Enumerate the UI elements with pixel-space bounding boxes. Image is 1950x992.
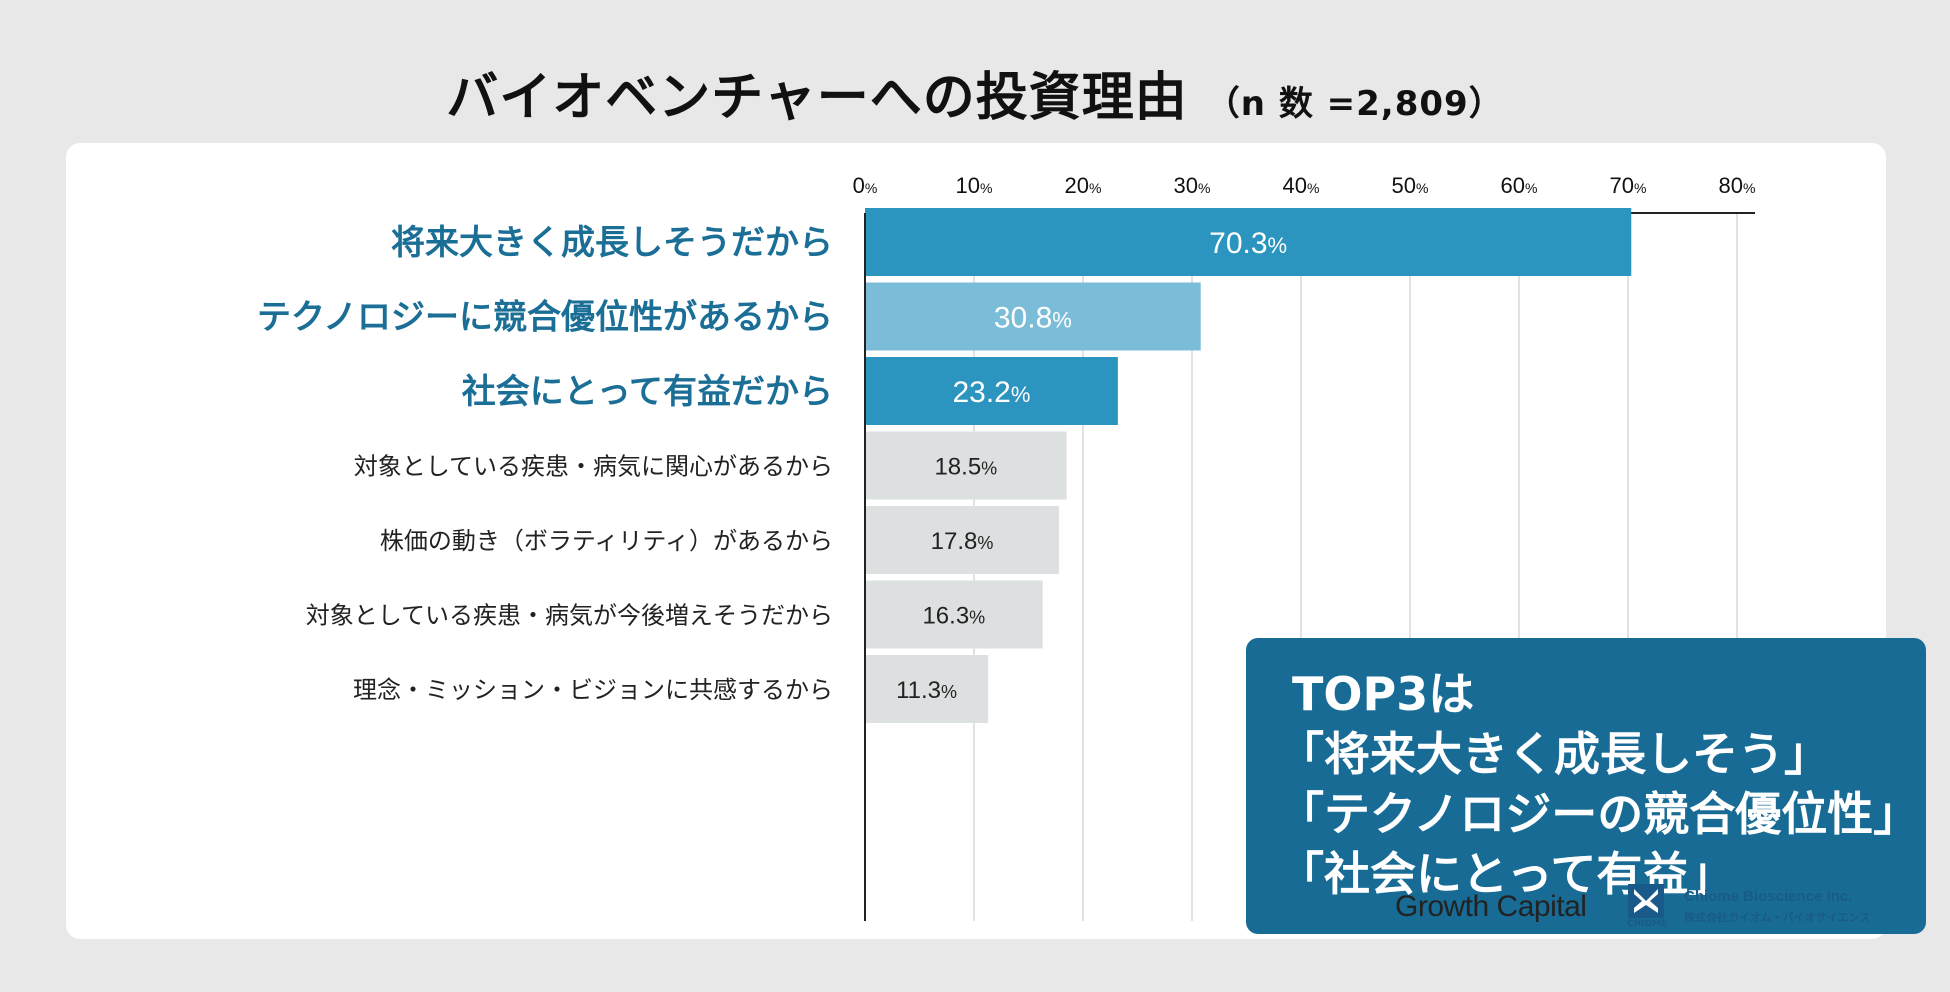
category-label-7: 理念・ミッション・ビジョンに共感するから — [353, 676, 833, 704]
growth-capital-logo: Growth Capital — [1395, 890, 1587, 923]
callout-line-1: 「将来大きく成長しそう」 — [1278, 727, 1830, 781]
tick-label-30: 30% — [1174, 173, 1211, 198]
chart-panel: 0% 10% 20% 30% 40% 50% 60% 70% 80% 70.3% 将来大きく成長しそ… — [66, 143, 1926, 939]
value-label-3: 23.2% — [952, 376, 1030, 409]
bar-4 — [865, 431, 1067, 500]
category-label-5: 株価の動き（ボラティリティ）があるから — [380, 527, 833, 555]
bar-7 — [865, 655, 989, 723]
callout-heading: TOP3は — [1292, 667, 1475, 721]
category-label-3: 社会にとって有益だから — [462, 372, 833, 412]
value-label-4: 18.5% — [934, 454, 997, 481]
bar-3 — [865, 357, 1118, 425]
bar-chart: 0% 10% 20% 30% 40% 50% 60% 70% 80% 70.3% 将来大きく成長しそ… — [257, 173, 1756, 921]
bar-2 — [865, 282, 1201, 351]
value-label-1: 70.3% — [1209, 227, 1287, 260]
tick-label-60: 60% — [1501, 173, 1538, 198]
chart-title: バイオベンチャーへの投資理由 （n 数 =2,809） — [0, 55, 1950, 130]
callout-line-2: 「テクノロジーの競合優位性」 — [1278, 787, 1920, 841]
bar-5 — [865, 506, 1060, 574]
value-label-5: 17.8% — [931, 528, 994, 555]
tick-label-0: 0% — [853, 173, 878, 198]
tick-label-50: 50% — [1392, 173, 1429, 198]
tick-label-70: 70% — [1610, 173, 1647, 198]
chiome-logo-text: CHIOME — [1626, 919, 1668, 929]
tick-label-80: 80% — [1719, 173, 1756, 198]
chiome-logo-icon — [1628, 884, 1664, 918]
sample-size-note: （n 数 =2,809） — [1205, 84, 1504, 124]
value-label-6: 16.3% — [922, 603, 985, 630]
title-main: バイオベンチャーへの投資理由 — [446, 68, 1188, 128]
chiome-company-name-jp: 株式会社カイオム・バイオサイエンス — [1684, 911, 1871, 924]
bar-6 — [865, 580, 1043, 649]
value-label-2: 30.8% — [994, 302, 1072, 335]
category-label-6: 対象としている疾患・病気が今後増えそうだから — [306, 602, 833, 630]
value-label-7: 11.3% — [896, 677, 957, 704]
tick-label-40: 40% — [1283, 173, 1320, 198]
category-label-4: 対象としている疾患・病気に関心があるから — [354, 453, 833, 481]
category-label-2: テクノロジーに競合優位性があるから — [257, 298, 833, 338]
bar-1 — [865, 208, 1632, 276]
chiome-company-name: Chiome Bioscience Inc. — [1684, 888, 1853, 905]
tick-label-10: 10% — [956, 173, 993, 198]
top3-callout: TOP3は 「将来大きく成長しそう」 「テクノロジーの競合優位性」 「社会にとっ… — [1246, 638, 1926, 934]
category-label-1: 将来大きく成長しそうだから — [391, 223, 833, 263]
tick-label-20: 20% — [1065, 173, 1102, 198]
